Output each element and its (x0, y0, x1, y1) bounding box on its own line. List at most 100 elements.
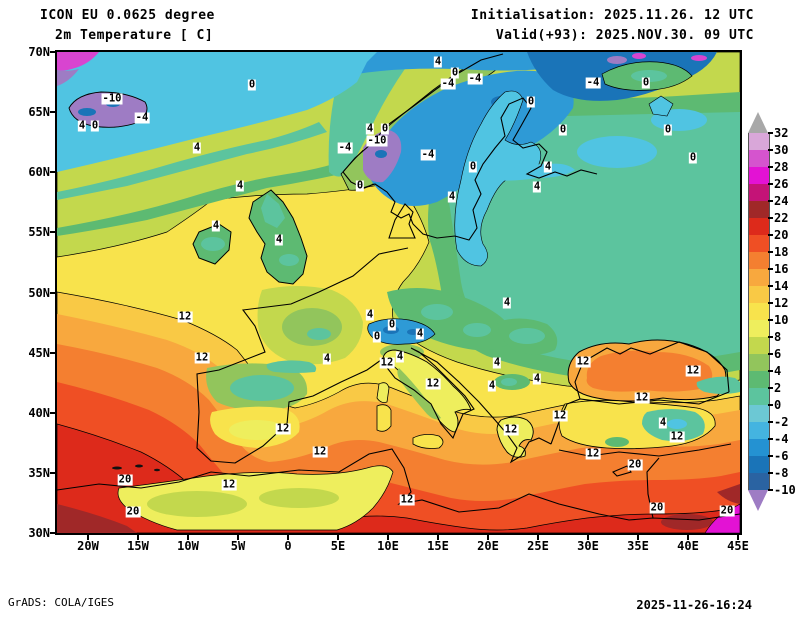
chart-title-field: 2m Temperature [ C] (55, 28, 214, 43)
contour-value-label: 4 (211, 219, 221, 232)
chart-title-model: ICON EU 0.0625 degree (40, 8, 215, 23)
x-tick-mark (187, 535, 189, 540)
contour-value-label: 12 (685, 364, 701, 377)
colorbar-level-label: 0 (774, 398, 782, 412)
colorbar-level-label: 30 (774, 143, 789, 157)
x-tick-label: 15E (427, 539, 449, 553)
contour-value-label: 4 (543, 160, 553, 173)
y-tick-mark (50, 111, 55, 114)
x-tick-label: 40E (677, 539, 699, 553)
contour-value-label: 4 (192, 141, 202, 154)
contour-value-label: 20 (125, 505, 141, 518)
y-tick-mark (50, 532, 55, 534)
colorbar-level-tick (768, 251, 773, 253)
colorbar-level-tick (768, 183, 773, 185)
y-tick-mark (50, 51, 55, 53)
x-tick-label: 35E (627, 539, 649, 553)
colorbar-level-tick (768, 234, 773, 236)
colorbar-segment (748, 269, 770, 286)
x-tick-mark (637, 535, 639, 540)
x-tick-mark (737, 535, 739, 540)
colorbar-level-label: 12 (774, 296, 789, 310)
x-tick-label: 45E (727, 539, 749, 553)
germany-teal-speck (421, 304, 453, 320)
colorbar-overflow-arrow (748, 112, 768, 133)
colorbar-level-tick (768, 438, 773, 440)
contour-value-label: 4 (433, 55, 443, 68)
contour-value-label: 20 (649, 501, 665, 514)
colorbar-segment (748, 252, 770, 269)
colorbar-level-label: -10 (774, 483, 796, 497)
colorbar-segment (748, 286, 770, 303)
x-tick-mark (437, 535, 439, 540)
x-tick-label: 10E (377, 539, 399, 553)
colorbar-segment (748, 167, 770, 184)
temperature-map (57, 52, 740, 533)
y-tick-label: 60N (28, 165, 50, 180)
atlas-green-patch-1 (147, 491, 247, 517)
y-tick-label: 30N (28, 526, 50, 540)
colorbar-level-tick (768, 200, 773, 202)
contour-value-label: 4 (502, 296, 512, 309)
colorbar-level-label: 26 (774, 177, 789, 191)
contour-value-label: 4 (235, 179, 245, 192)
x-tick-mark (487, 535, 489, 540)
contour-value-label: 12 (194, 351, 210, 364)
contour-value-label: 0 (450, 66, 460, 79)
contour-value-label: 12 (312, 445, 328, 458)
y-tick-label: 55N (28, 225, 50, 240)
x-tick-mark (587, 535, 589, 540)
colorbar-level-tick (768, 149, 773, 151)
temperature-colorbar: 32 30 28 26 24 22 20 18 16 14 12 10 8 6 4 2 0 -2 -4 -6 -8 -10 (748, 112, 800, 514)
contour-value-label: 0 (90, 119, 100, 132)
contour-value-label: 12 (399, 493, 415, 506)
contour-value-label: -10 (366, 134, 388, 147)
x-tick-label: 20E (477, 539, 499, 553)
colorbar-segment (748, 439, 770, 456)
hot-patch-southeast (661, 514, 713, 530)
contour-value-label: 0 (247, 78, 257, 91)
colorbar-segment (748, 337, 770, 354)
x-tick-label: 5W (230, 539, 246, 553)
madeira-island-speck-1 (112, 466, 122, 470)
x-tick-mark (537, 535, 539, 540)
contour-value-label: 4 (532, 372, 542, 385)
x-tick-label: 25E (527, 539, 549, 553)
colorbar-level-label: 14 (774, 279, 789, 293)
colorbar-level-tick (768, 387, 773, 389)
colorbar-segment (748, 354, 770, 371)
scotland-teal (261, 194, 285, 228)
colorbar-segment (748, 388, 770, 405)
y-tick-mark (50, 291, 55, 294)
contour-value-label: 12 (425, 377, 441, 390)
contour-value-label: 0 (641, 76, 651, 89)
contour-value-label: 4 (492, 356, 502, 369)
contour-value-label: 0 (372, 330, 382, 343)
colorbar-level-tick (768, 472, 773, 474)
contour-value-label: 12 (575, 355, 591, 368)
russia-cold-pocket-1 (577, 136, 657, 168)
ireland-teal-core (201, 237, 225, 251)
colorbar-level-tick (768, 319, 773, 321)
contour-value-label: 4 (447, 190, 457, 203)
x-tick-mark (337, 535, 339, 540)
x-tick-mark (387, 535, 389, 540)
contour-value-label: 0 (558, 123, 568, 136)
colorbar-level-label: 10 (774, 313, 789, 327)
scandinavia-cold-interior (367, 70, 574, 207)
colorbar-level-tick (768, 353, 773, 355)
colorbar-level-label: 16 (774, 262, 789, 276)
x-tick-label: 20W (77, 539, 99, 553)
colorbar-segment (748, 371, 770, 388)
colorbar-segment (748, 456, 770, 473)
madeira-island-speck-2 (135, 464, 143, 468)
pyrenees-teal (266, 360, 317, 373)
y-tick-mark (50, 231, 55, 234)
sicily-land (412, 434, 444, 449)
contour-value-label: 0 (355, 179, 365, 192)
iceland-cold-core (68, 91, 148, 128)
x-tick-label: 10W (177, 539, 199, 553)
x-tick-mark (137, 535, 139, 540)
colorbar-level-tick (768, 370, 773, 372)
colorbar-level-tick (768, 132, 773, 134)
